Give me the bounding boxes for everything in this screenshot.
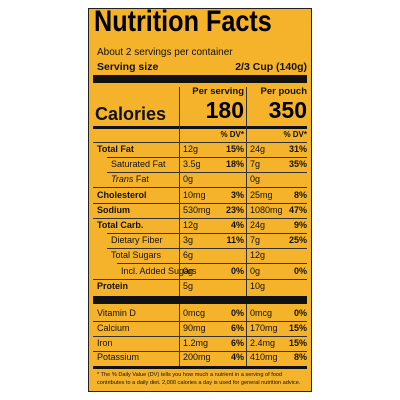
- pouch-amount: 410mg: [250, 352, 278, 363]
- nutrient-name: Saturated Fat: [111, 159, 166, 170]
- col-head: Per pouch: [260, 86, 307, 97]
- serving-amount: 12g: [183, 144, 199, 154]
- nutrient-name: Sodium: [97, 204, 130, 215]
- serving-amount: 5g: [183, 280, 194, 291]
- pouch-dv: 15%: [288, 337, 307, 348]
- row-line: [107, 233, 307, 234]
- row-line: [107, 172, 307, 174]
- rule: [93, 126, 307, 129]
- calories-value: 350: [268, 97, 307, 123]
- pouch-amount: 12g: [250, 250, 266, 261]
- serving-dv: 0%: [230, 308, 244, 318]
- rule: [93, 366, 307, 369]
- serving-dv: 18%: [225, 159, 244, 170]
- pouch-dv: 35%: [288, 159, 307, 170]
- serving-dv: 15%: [225, 144, 244, 154]
- calories-label: Calories: [95, 104, 167, 124]
- row-line: [107, 157, 307, 158]
- title: Nutrition Facts: [94, 8, 272, 38]
- nutrient-name: Calcium: [97, 322, 130, 333]
- pouch-amount: 0g: [250, 174, 261, 185]
- serving-amount: 3g: [183, 235, 194, 246]
- nutrient-name: Vitamin D: [97, 308, 136, 318]
- row-line: [117, 263, 307, 265]
- serving-amount: 10mg: [183, 189, 206, 200]
- footnote: * The % Daily Value (DV) tells you how m…: [97, 372, 301, 386]
- pouch-amount: 24g: [250, 220, 266, 230]
- pouch-amount: 2.4mg: [250, 337, 276, 348]
- servings: About 2 servings per container: [97, 47, 233, 58]
- pouch-dv: 8%: [293, 352, 307, 363]
- nutrient-name: Cholesterol: [97, 189, 147, 200]
- row-line: [93, 278, 307, 280]
- row-line: [93, 335, 307, 337]
- nutrient-name: Trans Fat: [111, 174, 149, 185]
- serving-dv: 4%: [230, 220, 244, 230]
- serving-amount: 530mg: [183, 204, 211, 215]
- serving-dv: 0%: [230, 265, 244, 276]
- nutrient-name: Incl. Added Sugars: [121, 265, 197, 276]
- serving-amount: 0mcg: [183, 308, 206, 318]
- row-line: [93, 202, 307, 204]
- serving-dv: 11%: [226, 235, 244, 246]
- serving-dv: 23%: [225, 204, 244, 215]
- nutrient-name: Protein: [97, 280, 129, 291]
- row-line: [93, 187, 307, 189]
- calories-value: 180: [205, 97, 244, 123]
- pouch-amount: 7g: [250, 235, 261, 246]
- col-line: [179, 87, 180, 296]
- row-line: [93, 321, 307, 322]
- row-line: [93, 142, 307, 143]
- serving-amount: 90mg: [183, 322, 206, 333]
- rule: [93, 296, 307, 304]
- serving-amount: 3.5g: [183, 159, 201, 170]
- dv-head: % DV*: [220, 130, 244, 139]
- col-line: [246, 87, 247, 296]
- nutrient-name: Total Carb.: [97, 220, 144, 230]
- nutrient-name: Total Fat: [97, 144, 134, 154]
- pouch-amount: 25mg: [250, 189, 273, 200]
- pouch-amount: 7g: [250, 159, 261, 170]
- pouch-amount: 0g: [250, 265, 261, 276]
- pouch-dv: 0%: [293, 308, 307, 318]
- serving-amount: 0g: [183, 265, 194, 276]
- nutrient-name: Dietary Fiber: [111, 235, 163, 246]
- serving-size: 2/3 Cup (140g): [235, 61, 307, 73]
- pouch-dv: 9%: [293, 220, 307, 230]
- pouch-amount: 0mcg: [250, 308, 273, 318]
- pouch-dv: 8%: [293, 189, 307, 200]
- row-line: [93, 217, 307, 219]
- pouch-dv: 47%: [288, 204, 307, 215]
- serving-amount: 0g: [183, 174, 194, 185]
- nutrition-label: Nutrition Facts About 2 servings per cont…: [88, 8, 312, 392]
- serving-amount: 1.2mg: [183, 337, 209, 348]
- nutrient-name: Total Sugars: [111, 250, 162, 261]
- pouch-dv: 15%: [288, 322, 307, 333]
- serving-amount: 6g: [183, 250, 194, 261]
- nutrient-name: Iron: [97, 337, 113, 348]
- serving-dv: 6%: [230, 337, 244, 348]
- pouch-dv: 0%: [293, 265, 307, 276]
- serving-amount: 12g: [183, 220, 199, 230]
- row-line: [107, 248, 307, 250]
- pouch-amount: 170mg: [250, 322, 278, 333]
- pouch-amount: 1080mg: [250, 204, 283, 215]
- row-line: [93, 350, 307, 352]
- serving-amount: 200mg: [183, 352, 211, 363]
- col-line: [179, 304, 180, 366]
- pouch-dv: 25%: [288, 235, 307, 246]
- dv-head: % DV*: [283, 130, 307, 139]
- pouch-amount: 10g: [250, 280, 266, 291]
- serving-size-label: Serving size: [97, 61, 159, 73]
- nutrient-name: Potassium: [97, 352, 140, 363]
- col-head: Per serving: [192, 86, 244, 97]
- pouch-dv: 31%: [288, 144, 307, 154]
- serving-dv: 3%: [230, 189, 244, 200]
- rule: [93, 75, 307, 83]
- serving-dv: 6%: [230, 322, 244, 333]
- col-line: [246, 304, 247, 366]
- pouch-amount: 24g: [250, 144, 266, 154]
- serving-dv: 4%: [230, 352, 244, 363]
